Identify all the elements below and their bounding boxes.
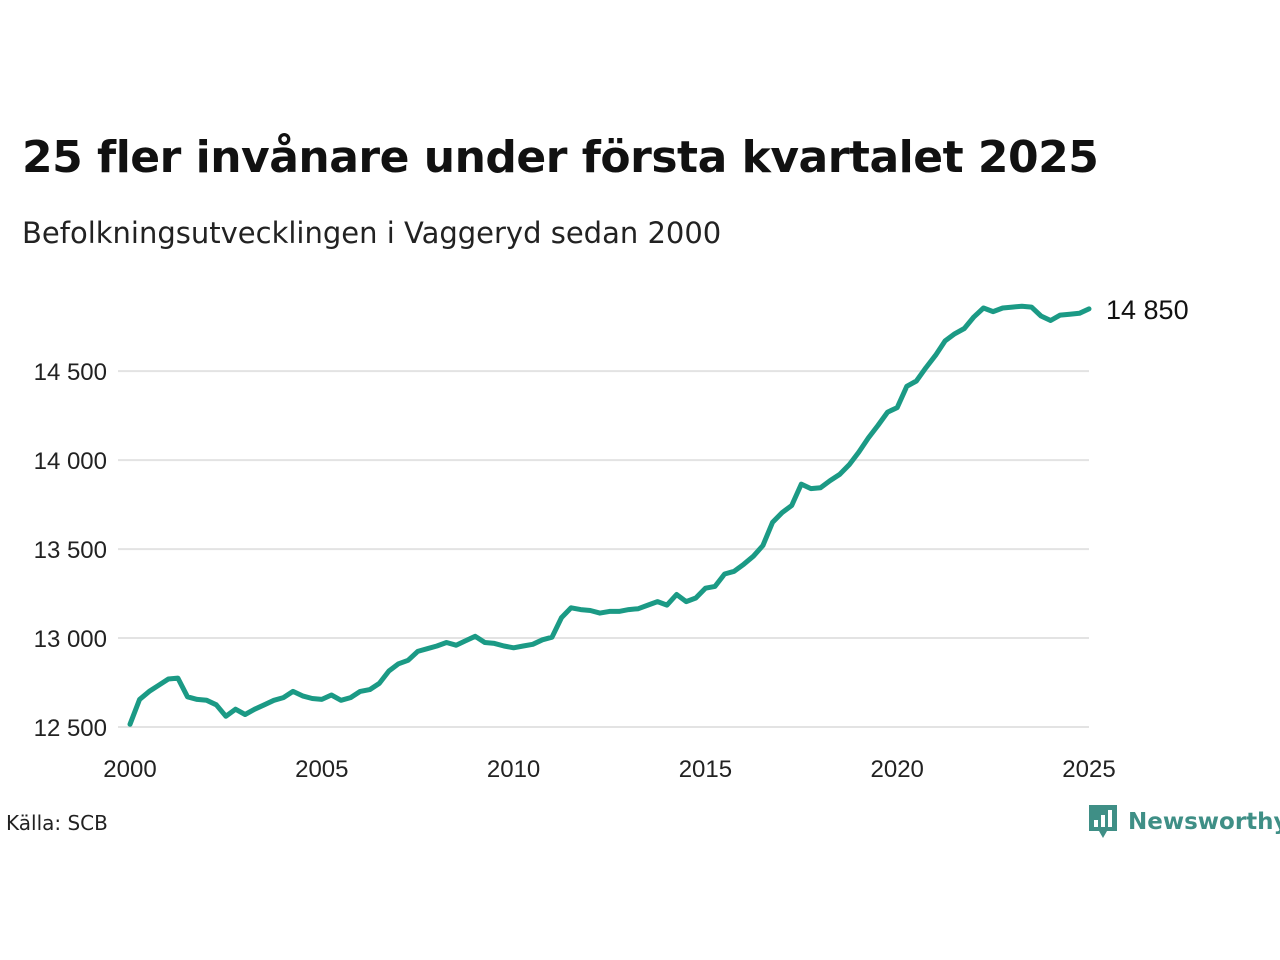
source-note: Källa: SCB (6, 811, 108, 835)
grid-lines (118, 370, 1089, 728)
x-tick-label: 2020 (871, 756, 924, 783)
y-tick-label: 12 500 (34, 715, 107, 742)
x-tick-label: 2025 (1062, 756, 1115, 783)
y-tick-label: 14 500 (34, 359, 107, 386)
y-tick-label: 13 500 (34, 537, 107, 564)
newsworthy-logo-icon (1089, 805, 1117, 838)
y-tick-label: 14 000 (34, 448, 107, 475)
x-tick-label: 2005 (295, 756, 348, 783)
brand-name: Newsworthy (1128, 809, 1280, 835)
y-axis-ticks: 12 500 13 000 13 500 14 000 14 500 (34, 359, 107, 742)
chart-title: 25 fler invånare under första kvartalet … (22, 132, 1099, 183)
x-tick-label: 2000 (103, 756, 156, 783)
x-tick-label: 2015 (679, 756, 732, 783)
last-value-label: 14 850 (1106, 295, 1189, 325)
x-tick-label: 2010 (487, 756, 540, 783)
y-tick-label: 13 000 (34, 626, 107, 653)
chart-subtitle: Befolkningsutvecklingen i Vaggeryd sedan… (22, 216, 722, 250)
brand-logo: Newsworthy (1088, 804, 1280, 840)
x-axis-ticks: 2000 2005 2010 2015 2020 2025 (103, 756, 1115, 783)
population-series-line (127, 303, 1092, 727)
